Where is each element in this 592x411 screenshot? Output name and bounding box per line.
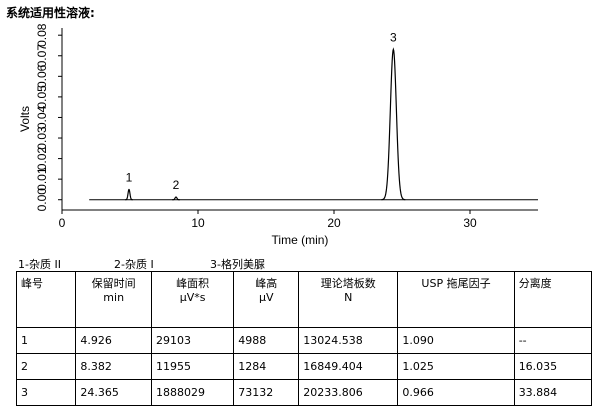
table-row: 1 4.926 29103 4988 13024.538 1.090 --: [15, 327, 592, 354]
header-text: 理论塔板数: [320, 277, 376, 290]
y-tick-label: 0.04: [35, 105, 49, 129]
table-cell: 3: [15, 379, 77, 406]
legend-item: 1-杂质 II: [18, 258, 61, 271]
peak-label: 3: [390, 30, 397, 44]
table-row: 3 24.365 1888029 73132 20233.806 0.966 33.884: [15, 379, 592, 406]
table-cell: 1284: [233, 353, 300, 380]
table-cell: 0.966: [397, 379, 515, 406]
table-cell: 1.090: [397, 327, 515, 354]
table-cell: 73132: [233, 379, 300, 406]
header-cell: 分离度: [513, 271, 592, 328]
y-tick-label: 0.02: [35, 147, 49, 171]
table-row: 2 8.382 11955 1284 16849.404 1.025 16.035: [15, 353, 592, 380]
header-text: 峰号: [21, 277, 43, 290]
table-cell: 33.884: [513, 379, 592, 406]
header-text: μV: [258, 291, 274, 304]
peak: [125, 188, 133, 201]
y-axis-label: Volts: [18, 106, 32, 132]
header-cell: 峰面积 μV*s: [150, 271, 235, 328]
header-text: 分离度: [518, 277, 552, 290]
table-cell: 16.035: [513, 353, 592, 380]
header-cell: USP 拖尾因子: [397, 271, 515, 328]
table-cell: 1.025: [397, 353, 515, 380]
table-cell: --: [513, 327, 592, 354]
header-text: μV*s: [179, 291, 206, 304]
table-cell: 4.926: [75, 327, 152, 354]
header-text: N: [344, 291, 353, 304]
y-tick-label: 0.03: [35, 126, 49, 150]
y-tick-label: 0.00: [35, 188, 49, 212]
header-text: 峰面积: [176, 277, 210, 290]
legend: 1-杂质 II 2-杂质 I 3-格列美脲: [18, 256, 265, 272]
peak-label: 2: [173, 178, 180, 192]
peak-label: 1: [126, 170, 133, 184]
table-cell: 2: [15, 353, 77, 380]
header-cell: 峰号: [15, 271, 77, 328]
title: 系统适用性溶液:: [6, 6, 95, 20]
header-text: min: [103, 291, 125, 304]
table-cell: 13024.538: [298, 327, 399, 354]
table-cell: 20233.806: [298, 379, 399, 406]
legend-item: 3-格列美脲: [210, 258, 265, 271]
peak: [381, 47, 406, 201]
results-table: 峰号 保留时间 min 峰面积 μV*s 峰高 μV 理论塔板数 N USP 拖尾因子 分离度 1 4.…: [15, 271, 592, 406]
table-cell: 8.382: [75, 353, 152, 380]
table-cell: 4988: [233, 327, 300, 354]
y-tick-label: 0.06: [35, 64, 49, 88]
x-axis-label: Time (min): [272, 233, 329, 247]
header-cell: 峰高 μV: [233, 271, 300, 328]
x-tick-label: 30: [463, 216, 477, 230]
header-cell: 理论塔板数 N: [298, 271, 399, 328]
chart: 0.000.010.020.030.040.050.060.070.08 0 10 2…: [18, 23, 538, 247]
x-tick-label: 10: [191, 216, 205, 230]
x-tick-label: 20: [327, 216, 341, 230]
table-cell: 24.365: [75, 379, 152, 406]
table-cell: 1888029: [150, 379, 235, 406]
table-cell: 16849.404: [298, 353, 399, 380]
table-cell: 1: [15, 327, 77, 354]
header-text: 峰高: [255, 277, 278, 290]
table-cell: 11955: [150, 353, 235, 380]
y-tick-label: 0.07: [35, 44, 49, 68]
x-tick-label: 0: [59, 216, 66, 230]
peak: [172, 196, 180, 201]
y-tick-label: 0.08: [35, 23, 49, 47]
y-tick-label: 0.05: [35, 85, 49, 109]
y-tick-label: 0.01: [35, 167, 49, 191]
header-text: USP 拖尾因子: [421, 277, 491, 290]
legend-item: 2-杂质 I: [114, 258, 154, 271]
header-text: 保留时间: [91, 277, 136, 290]
table-cell: 29103: [150, 327, 235, 354]
header-cell: 保留时间 min: [75, 271, 152, 328]
